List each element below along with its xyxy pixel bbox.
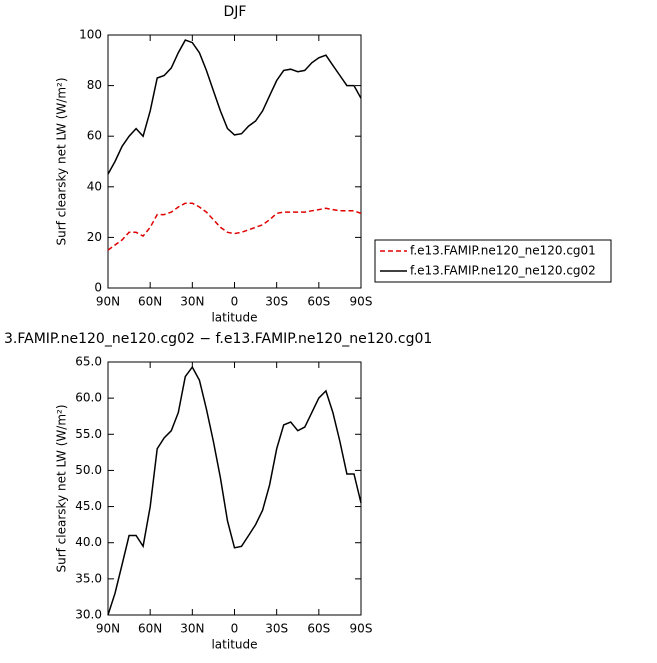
y-tick-label: 65.0	[75, 355, 102, 369]
y-tick-label: 40.0	[75, 535, 102, 549]
y-tick-label: 60.0	[75, 391, 102, 405]
legend-label: f.e13.FAMIP.ne120_ne120.cg01	[410, 244, 596, 258]
x-tick-label: 90S	[350, 295, 373, 309]
x-tick-label: 30N	[180, 622, 204, 636]
x-tick-label: 90S	[350, 622, 373, 636]
chart-title: DJF	[224, 4, 247, 20]
legend-label: f.e13.FAMIP.ne120_ne120.cg02	[410, 264, 596, 278]
chart-title: 3.FAMIP.ne120_ne120.cg02 − f.e13.FAMIP.n…	[4, 331, 432, 347]
y-tick-label: 30.0	[75, 608, 102, 622]
y-tick-label: 80	[87, 78, 102, 92]
x-tick-label: 90N	[96, 295, 120, 309]
x-tick-label: 60N	[138, 295, 162, 309]
y-tick-label: 35.0	[75, 571, 102, 585]
y-tick-label: 40	[87, 179, 102, 193]
y-tick-label: 0	[94, 281, 102, 295]
data-line	[107, 202, 362, 251]
y-tick-label: 60	[87, 129, 102, 143]
y-tick-label: 20	[87, 230, 102, 244]
legend-box	[374, 239, 612, 283]
y-tick-label: 45.0	[75, 499, 102, 513]
x-tick-label: 60S	[307, 295, 330, 309]
y-tick-label: 50.0	[75, 463, 102, 477]
x-tick-label: 90N	[96, 622, 120, 636]
x-tick-label: 0	[231, 622, 239, 636]
y-axis-label: Surf clearsky net LW (W/m²)	[55, 77, 69, 245]
x-tick-label: 60N	[138, 622, 162, 636]
x-tick-label: 60S	[307, 622, 330, 636]
plot-frame	[107, 34, 362, 289]
plot-frame	[107, 361, 362, 616]
x-axis-label: latitude	[211, 638, 257, 652]
data-line	[107, 365, 362, 616]
x-tick-label: 30S	[265, 295, 288, 309]
data-line	[107, 39, 362, 175]
x-tick-label: 30S	[265, 622, 288, 636]
x-tick-label: 0	[231, 295, 239, 309]
y-axis-label: Surf clearsky net LW (W/m²)	[55, 404, 69, 572]
x-axis-label: latitude	[211, 311, 257, 325]
y-tick-label: 55.0	[75, 427, 102, 441]
y-tick-label: 100	[79, 28, 102, 42]
x-tick-label: 30N	[180, 295, 204, 309]
